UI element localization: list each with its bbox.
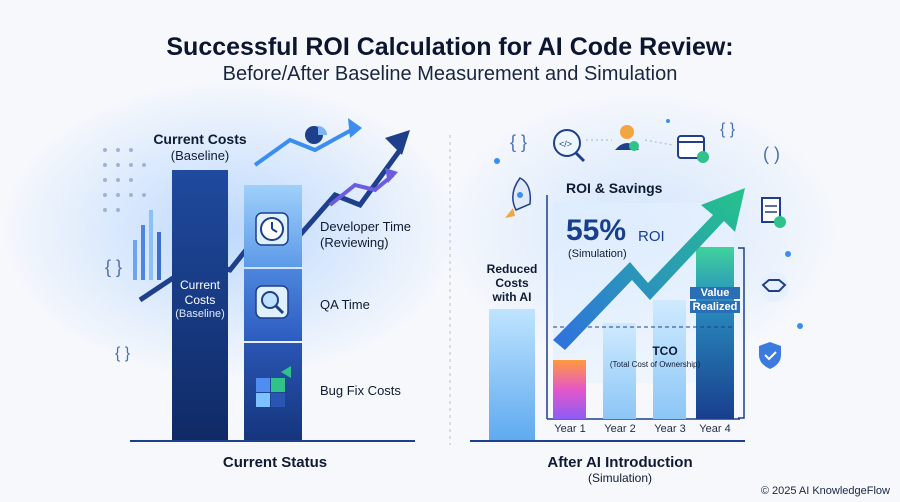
paren-icon-right: ( ) (763, 144, 780, 164)
stack-label-reviewing: (Reviewing) (320, 235, 389, 250)
code-search-icon: </> (553, 129, 586, 163)
left-glow (0, 80, 460, 380)
dot-grid-left (103, 148, 146, 212)
roi-growth-arrow (553, 188, 745, 350)
brace-icon-left-1: { } (105, 257, 122, 277)
reduced-costs-label-1: Reduced (486, 262, 538, 276)
mini-bars-left (133, 210, 161, 280)
after-ai-sublabel: (Simulation) (587, 471, 653, 485)
trend-arrowhead-small-2 (385, 168, 398, 183)
value-bracket (738, 247, 745, 419)
year-3-label: Year 3 (654, 423, 686, 435)
developer-icon (615, 125, 639, 151)
svg-text:</>: </> (559, 139, 572, 149)
sparkle-dots (494, 119, 803, 329)
rocket-icon (505, 177, 532, 218)
value-realized-label-2: Realized (690, 301, 740, 313)
brace-icon-left-2: { } (115, 345, 131, 362)
brace-icon-right-2: { } (720, 121, 736, 138)
tco-label: TCO (652, 344, 678, 358)
stack-label-qa-time: QA Time (320, 297, 370, 312)
year-1-bar (553, 360, 586, 419)
stack-label-bug-fix: Bug Fix Costs (320, 383, 401, 398)
handshake-icon (759, 272, 789, 302)
page-title: Successful ROI Calculation for AI Code R… (166, 33, 734, 61)
trend-arrowhead-left (385, 130, 410, 155)
document-check-icon (761, 197, 786, 228)
shield-check-icon (759, 342, 781, 369)
reduced-costs-label-2: Costs (495, 276, 529, 290)
value-realized-label-1: Value (690, 287, 740, 299)
brace-icon-right-1: { } (510, 132, 527, 152)
year-4-bar (696, 247, 734, 419)
page-subtitle: Before/After Baseline Measurement and Si… (222, 63, 678, 85)
magnifier-icon (255, 285, 289, 319)
pie-chart-icon (305, 126, 327, 144)
current-costs-bar-label-3: (Baseline) (175, 308, 225, 320)
review-window-icon (677, 135, 709, 163)
after-ai-label: After AI Introduction (547, 454, 693, 471)
reduced-costs-bar (489, 309, 535, 440)
stack-label-developer-time: Developer Time (320, 219, 412, 234)
trend-line-small-1 (253, 126, 356, 167)
tco-sublabel: (Total Cost of Ownership) (609, 360, 701, 369)
copyright: © 2025 AI KnowledgeFlow (760, 485, 890, 497)
current-status-label: Current Status (222, 454, 328, 471)
year-3-bar (653, 300, 686, 419)
year-4-label: Year 4 (699, 423, 731, 435)
current-costs-bar-label-2: Costs (184, 293, 216, 307)
trend-arrowhead-small-1 (348, 118, 362, 138)
year-2-label: Year 2 (604, 423, 636, 435)
current-costs-bar-label-1: Current (179, 278, 220, 292)
roi-savings-title: ROI & Savings (566, 180, 663, 196)
roi-value: 55% (566, 214, 627, 247)
year-1-label: Year 1 (554, 423, 586, 435)
trend-line-small-2 (328, 173, 395, 207)
year-2-bar (603, 323, 636, 419)
roi-unit: ROI (638, 228, 665, 245)
current-costs-heading: Current Costs (153, 131, 247, 147)
roi-note: (Simulation) (568, 248, 627, 260)
puzzle-icon (256, 366, 291, 407)
clock-icon (255, 212, 289, 246)
current-costs-subheading: (Baseline) (170, 148, 230, 163)
current-costs-bar (172, 170, 228, 440)
reduced-costs-label-3: with AI (492, 290, 532, 304)
